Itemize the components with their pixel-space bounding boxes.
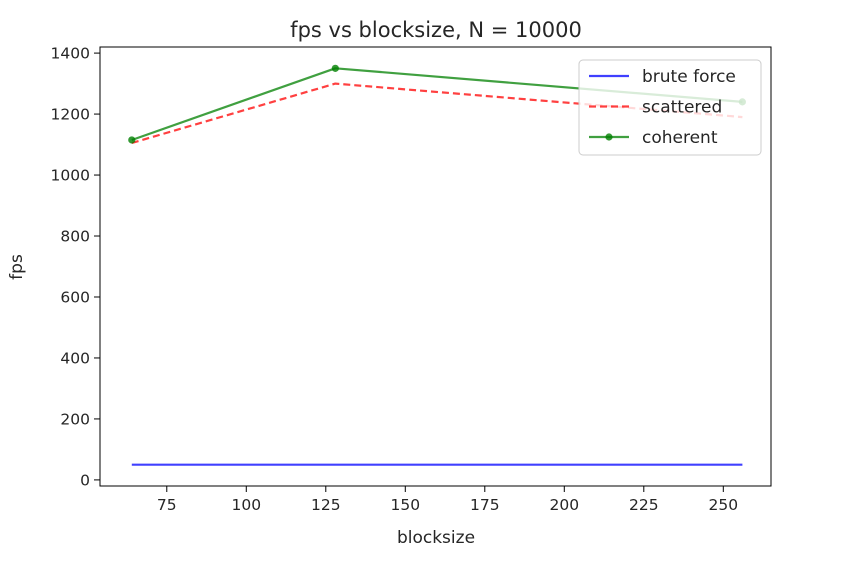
y-tick-label: 200 xyxy=(60,410,90,428)
x-tick-label: 75 xyxy=(157,496,177,514)
axes-frame xyxy=(99,46,772,487)
y-tick-label: 1200 xyxy=(51,106,90,124)
x-tick-label: 200 xyxy=(549,496,579,514)
y-tick-label: 600 xyxy=(60,288,90,306)
x-axis-label: blocksize xyxy=(397,528,475,548)
legend-marker xyxy=(605,133,613,141)
x-tick-label: 250 xyxy=(709,496,739,514)
legend-label: scattered xyxy=(642,98,722,118)
x-tick-label: 150 xyxy=(390,496,420,514)
x-tick-label: 175 xyxy=(470,496,500,514)
y-tick-label: 1400 xyxy=(51,45,90,63)
legend-box xyxy=(578,59,762,156)
x-tick-label: 125 xyxy=(311,496,341,514)
data-point-coherent xyxy=(331,64,339,72)
y-axis-label: fps xyxy=(7,254,27,280)
y-tick-label: 800 xyxy=(60,228,90,246)
x-tick-label: 225 xyxy=(629,496,659,514)
chart-title: fps vs blocksize, N = 10000 xyxy=(290,18,582,42)
legend-label: coherent xyxy=(642,128,718,148)
axes: 75 100 125 150 175 200 225 250 0 200 400 600 800 1000… xyxy=(51,45,772,514)
y-tick-label: 1000 xyxy=(51,167,90,185)
x-tick-label: 100 xyxy=(231,496,261,514)
legend: brute force scattered coherent xyxy=(578,59,762,156)
legend-label: brute force xyxy=(642,67,736,87)
y-tick-label: 0 xyxy=(80,471,90,489)
y-tick-label: 400 xyxy=(60,349,90,367)
data-point-coherent xyxy=(128,136,136,144)
